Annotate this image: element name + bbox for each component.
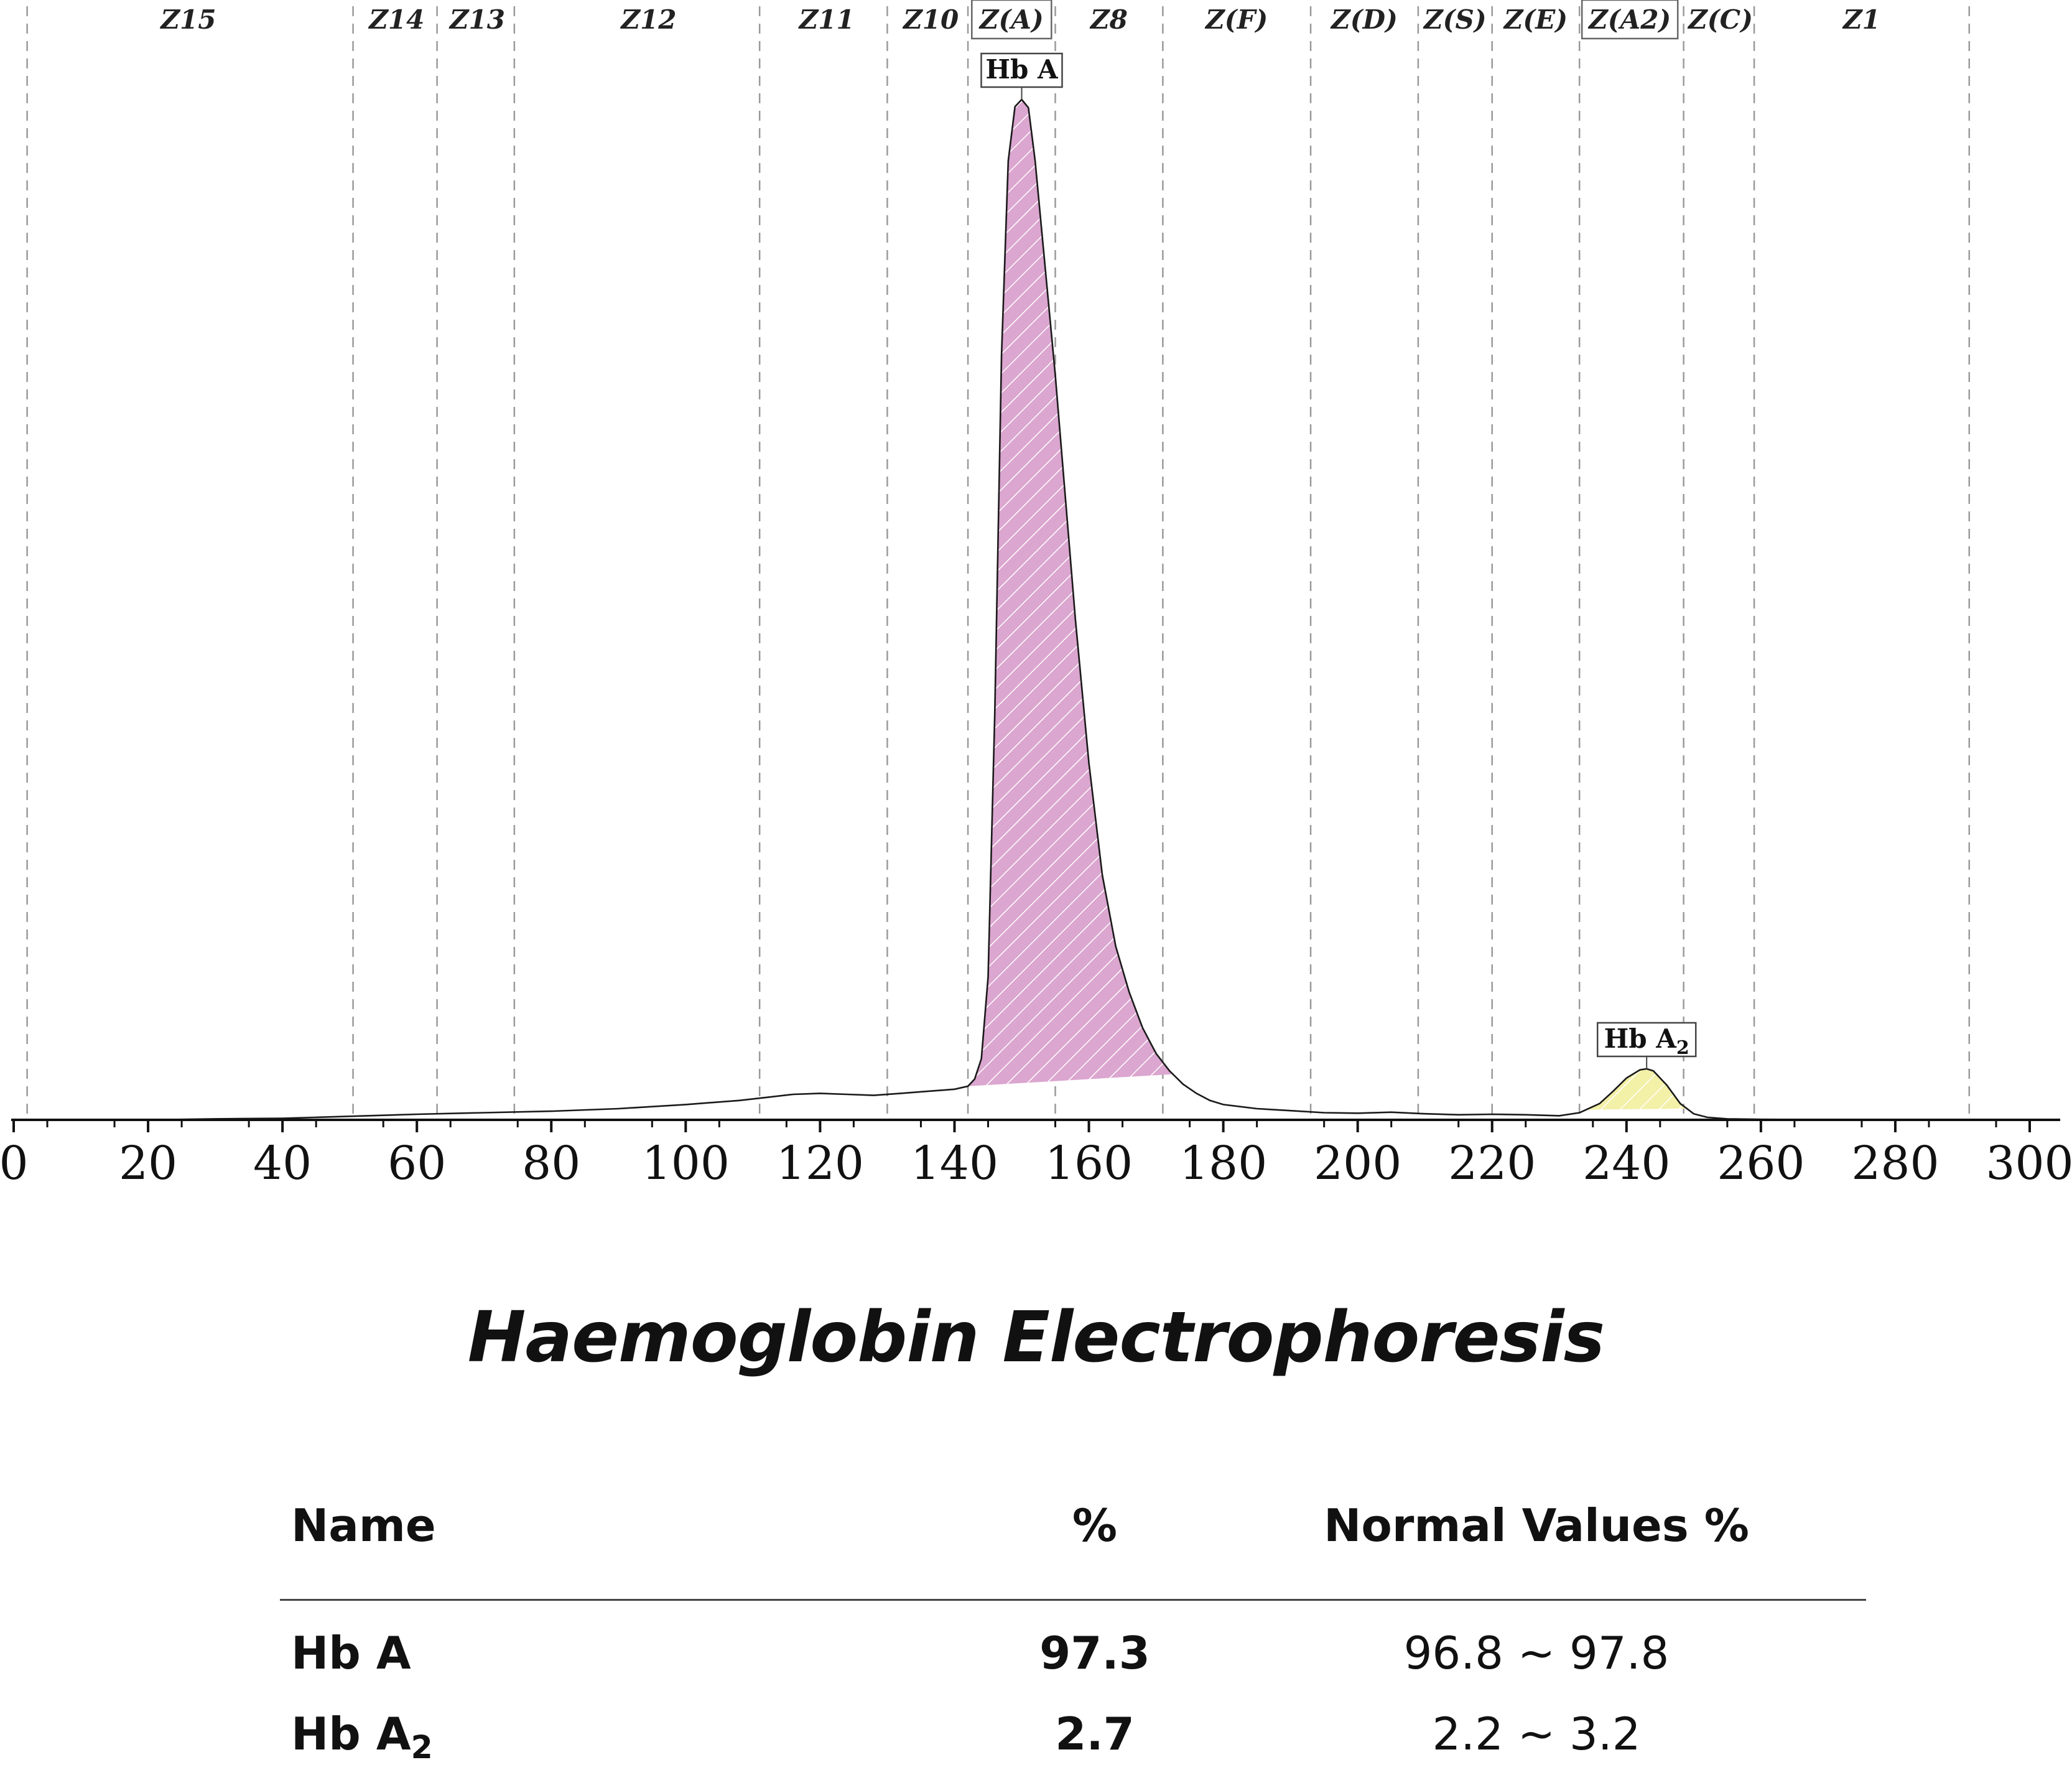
row-normal-values: 96.8 ~ 97.8 (1403, 1627, 1670, 1679)
x-tick-label: 120 (776, 1137, 864, 1182)
x-tick-label: 80 (522, 1137, 580, 1182)
x-tick-label: 260 (1717, 1137, 1805, 1182)
peak-label-box (1596, 1022, 1697, 1058)
row-name: Hb A2 (291, 1708, 433, 1766)
zone-label: Z14 (368, 4, 424, 35)
x-tick-label: 300 (1986, 1137, 2072, 1182)
x-tick-label: 60 (388, 1137, 446, 1182)
header-normal-values: Normal Values % (1324, 1499, 1749, 1552)
x-tick-label: 200 (1314, 1137, 1401, 1182)
header-percent: % (1072, 1499, 1118, 1552)
zone-label: Z(S) (1423, 4, 1487, 35)
zone-label-text: Z(D) (1330, 4, 1398, 35)
peak-label-box (980, 52, 1063, 88)
peak-hatch (968, 100, 1173, 1086)
zone-label: Z(F) (1204, 4, 1268, 35)
zone-label: Z12 (620, 4, 676, 35)
zone-label-text: Z(F) (1204, 4, 1268, 35)
peak-label: Hb A2 (1596, 1022, 1697, 1069)
peak-hatch (1586, 1069, 1688, 1110)
row-percent: 2.7 (1055, 1708, 1135, 1760)
zone-label-text: Z13 (448, 4, 505, 35)
zone-label: Z(E) (1503, 4, 1568, 35)
zone-label-text: Z(E) (1503, 4, 1568, 35)
zone-label-text: Z14 (368, 4, 424, 35)
header-name: Name (291, 1499, 436, 1552)
zone-label: Z(A) (971, 0, 1052, 40)
zone-label-text: Z11 (798, 4, 855, 35)
zone-label-text: Z(S) (1423, 4, 1487, 35)
zone-label-text: Z10 (902, 4, 959, 35)
x-tick-label: 280 (1851, 1137, 1939, 1182)
table-row: Hb A2 2.7 2.2 ~ 3.2 (280, 1708, 1866, 1770)
x-tick-label: 180 (1179, 1137, 1267, 1182)
x-tick-label: 160 (1045, 1137, 1133, 1182)
x-tick-label: 220 (1448, 1137, 1536, 1182)
x-tick-label: 100 (642, 1137, 730, 1182)
zone-label: Z1 (1842, 4, 1880, 35)
table-divider (280, 1599, 1866, 1601)
zone-label-text: Z(C) (1687, 4, 1753, 35)
electrophoresis-trace (14, 98, 2030, 1121)
electrophoresis-chart: 0 20 40 60 80 100 120 140 160 180 200 220 240 260 280 3… (0, 0, 2072, 1182)
zone-label-text: Z1 (1842, 4, 1880, 35)
zone-label: Z(A2) (1581, 0, 1679, 40)
x-tick-label: 240 (1582, 1137, 1670, 1182)
report-title: Haemoglobin Electrophoresis (467, 1297, 1605, 1378)
zone-label: Z10 (902, 4, 959, 35)
zone-label: Z11 (798, 4, 855, 35)
x-tick-label: 140 (911, 1137, 998, 1182)
x-tick-label: 40 (253, 1137, 312, 1182)
row-normal-values: 2.2 ~ 3.2 (1432, 1708, 1641, 1760)
zone-label-box (971, 0, 1052, 40)
zone-label: Z(D) (1330, 4, 1398, 35)
row-percent: 97.3 (1039, 1627, 1150, 1679)
zone-label-text: Z(A) (978, 4, 1044, 35)
x-tick-label: 0 (0, 1137, 29, 1182)
peak-label: Hb A (980, 52, 1063, 100)
zone-label-text: Z(A2) (1587, 4, 1671, 35)
row-name: Hb A (291, 1627, 411, 1679)
zone-label: Z(C) (1687, 4, 1753, 35)
peak-label-subscript: 2 (1676, 1037, 1689, 1059)
peak-label-text: Hb A (985, 54, 1059, 85)
zone-label: Z13 (448, 4, 505, 35)
zone-label: Z8 (1089, 4, 1128, 35)
table-row: Hb A 97.3 96.8 ~ 97.8 (280, 1627, 1866, 1689)
zone-label-text: Z15 (159, 4, 216, 35)
results-header-row: Name % Normal Values % (280, 1499, 1866, 1562)
zone-label-text: Z12 (620, 4, 676, 35)
x-tick-label: 20 (119, 1137, 177, 1182)
zone-label: Z15 (159, 4, 216, 35)
zone-label-text: Z8 (1089, 4, 1128, 35)
peak-label-text: Hb A2 (1604, 1023, 1689, 1059)
zone-label-box (1581, 0, 1679, 40)
